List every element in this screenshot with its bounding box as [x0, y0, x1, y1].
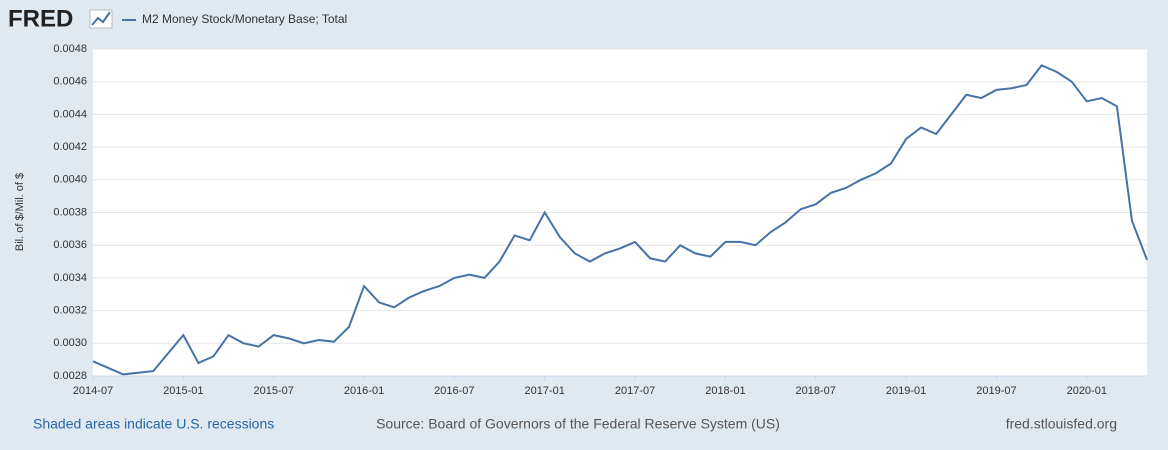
- y-axis-label: Bil. of $/Mil. of $: [14, 173, 26, 251]
- x-tick-label: 2016-01: [344, 385, 384, 397]
- x-tick-label: 2018-01: [705, 385, 745, 397]
- y-tick-label: 0.0048: [53, 43, 87, 55]
- y-tick-label: 0.0034: [53, 272, 87, 284]
- y-tick-label: 0.0040: [53, 174, 87, 186]
- legend-label: M2 Money Stock/Monetary Base; Total: [142, 12, 347, 26]
- brand-logo[interactable]: FRED: [8, 5, 73, 32]
- y-tick-label: 0.0046: [53, 76, 87, 88]
- x-tick-label: 2015-07: [253, 385, 293, 397]
- x-tick-label: 2017-01: [525, 385, 565, 397]
- x-tick-label: 2018-07: [796, 385, 836, 397]
- x-tick-label: 2015-01: [163, 385, 203, 397]
- x-tick-label: 2016-07: [434, 385, 474, 397]
- y-tick-label: 0.0032: [53, 305, 87, 317]
- source: Source: Board of Governors of the Federa…: [376, 416, 780, 432]
- x-tick-label: 2014-07: [73, 385, 113, 397]
- site-link[interactable]: fred.stlouisfed.org: [1006, 416, 1117, 432]
- y-tick-label: 0.0030: [53, 337, 87, 349]
- data-line: [92, 64, 1148, 376]
- y-tick-label: 0.0042: [53, 141, 87, 153]
- x-tick-label: 2017-07: [615, 385, 655, 397]
- y-tick-label: 0.0036: [53, 239, 87, 251]
- logo-icon: [89, 9, 113, 29]
- x-tick-label: 2019-01: [886, 385, 926, 397]
- x-tick-label: 2019-07: [976, 385, 1016, 397]
- y-tick-label: 0.0028: [53, 370, 87, 382]
- x-tick-label: 2020-01: [1067, 385, 1107, 397]
- recession-note[interactable]: Shaded areas indicate U.S. recessions: [33, 416, 274, 432]
- y-tick-label: 0.0044: [53, 108, 87, 120]
- y-tick-label: 0.0038: [53, 206, 87, 218]
